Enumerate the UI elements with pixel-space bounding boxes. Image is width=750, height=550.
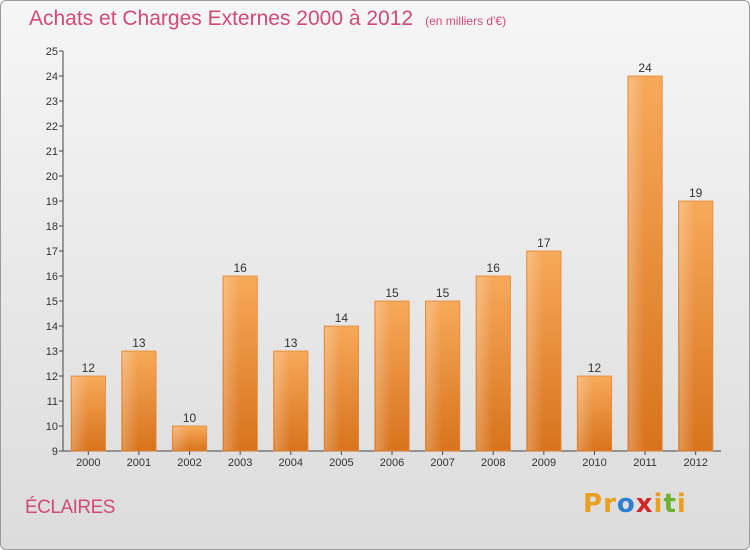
bar-highlight [527,252,544,450]
chart-bars [70,75,714,452]
y-tick-label: 20 [46,171,58,183]
chart-labels: 12 2000 13 2001 10 2002 16 2003 13 2004 14 2005 15 20… [76,61,708,469]
x-tick-label: 2007 [430,457,454,469]
data-label: 16 [487,261,501,275]
data-label: 12 [588,361,602,375]
bar-highlight [477,277,493,450]
logo-letter: o [616,489,636,519]
chart-unit: (en milliers d'€) [425,14,507,28]
y-tick-label: 21 [46,146,58,158]
x-tick-label: 2010 [582,457,606,469]
y-tick-label: 10 [46,421,58,433]
x-tick-label: 2001 [127,457,151,469]
y-tick-label: 16 [46,271,58,283]
x-tick-label: 2011 [633,457,657,469]
data-label: 14 [335,311,349,325]
chart-title: Achats et Charges Externes 2000 à 2012 (e… [29,7,506,31]
bar-highlight [173,427,189,450]
logo-letter: t [663,489,677,519]
logo-letter: i [653,489,664,519]
y-tick-label: 14 [46,321,58,333]
data-label: 24 [638,61,652,75]
y-tick-label: 24 [46,71,58,83]
bar-highlight [679,202,695,450]
logo-letter: P [583,489,604,519]
data-label: 16 [233,261,247,275]
data-label: 15 [436,286,450,300]
bar-highlight [578,377,594,450]
chart-title-text: Achats et Charges Externes 2000 à 2012 [29,7,414,30]
x-tick-label: 2003 [228,457,252,469]
proxiti-logo: Proxiti [583,489,687,519]
x-tick-label: 2005 [329,457,353,469]
x-tick-label: 2004 [279,457,303,469]
x-tick-label: 2000 [76,457,100,469]
bar-highlight [122,352,139,450]
bar-highlight [274,352,291,450]
logo-letter: r [603,489,617,519]
y-tick-label: 18 [46,221,58,233]
y-tick-label: 19 [46,196,58,208]
bar-highlight [325,327,341,450]
bar-highlight [426,302,442,450]
x-tick-label: 2002 [177,457,201,469]
y-tick-label: 25 [46,46,58,58]
logo-letter: i [676,489,687,519]
data-label: 17 [537,236,551,250]
commune-name: ÉCLAIRES [25,497,115,518]
bar-highlight [375,302,392,450]
bar-highlight [223,277,240,450]
data-label: 10 [183,411,197,425]
y-tick-label: 17 [46,246,58,258]
data-label: 13 [132,336,146,350]
data-label: 12 [82,361,96,375]
x-tick-label: 2012 [683,457,707,469]
x-tick-label: 2009 [532,457,556,469]
data-label: 15 [385,286,399,300]
y-tick-label: 11 [47,396,58,408]
y-tick-label: 12 [46,371,58,383]
y-tick-label: 9 [52,446,58,458]
logo-letter: x [635,489,654,519]
bar-highlight [72,377,88,450]
bar-highlight [628,77,645,450]
x-tick-label: 2008 [481,457,505,469]
y-tick-label: 13 [46,346,58,358]
x-tick-label: 2006 [380,457,404,469]
y-tick-label: 15 [46,296,58,308]
data-label: 13 [284,336,298,350]
y-tick-label: 23 [46,96,58,108]
data-label: 19 [689,186,703,200]
y-tick-label: 22 [46,121,58,133]
